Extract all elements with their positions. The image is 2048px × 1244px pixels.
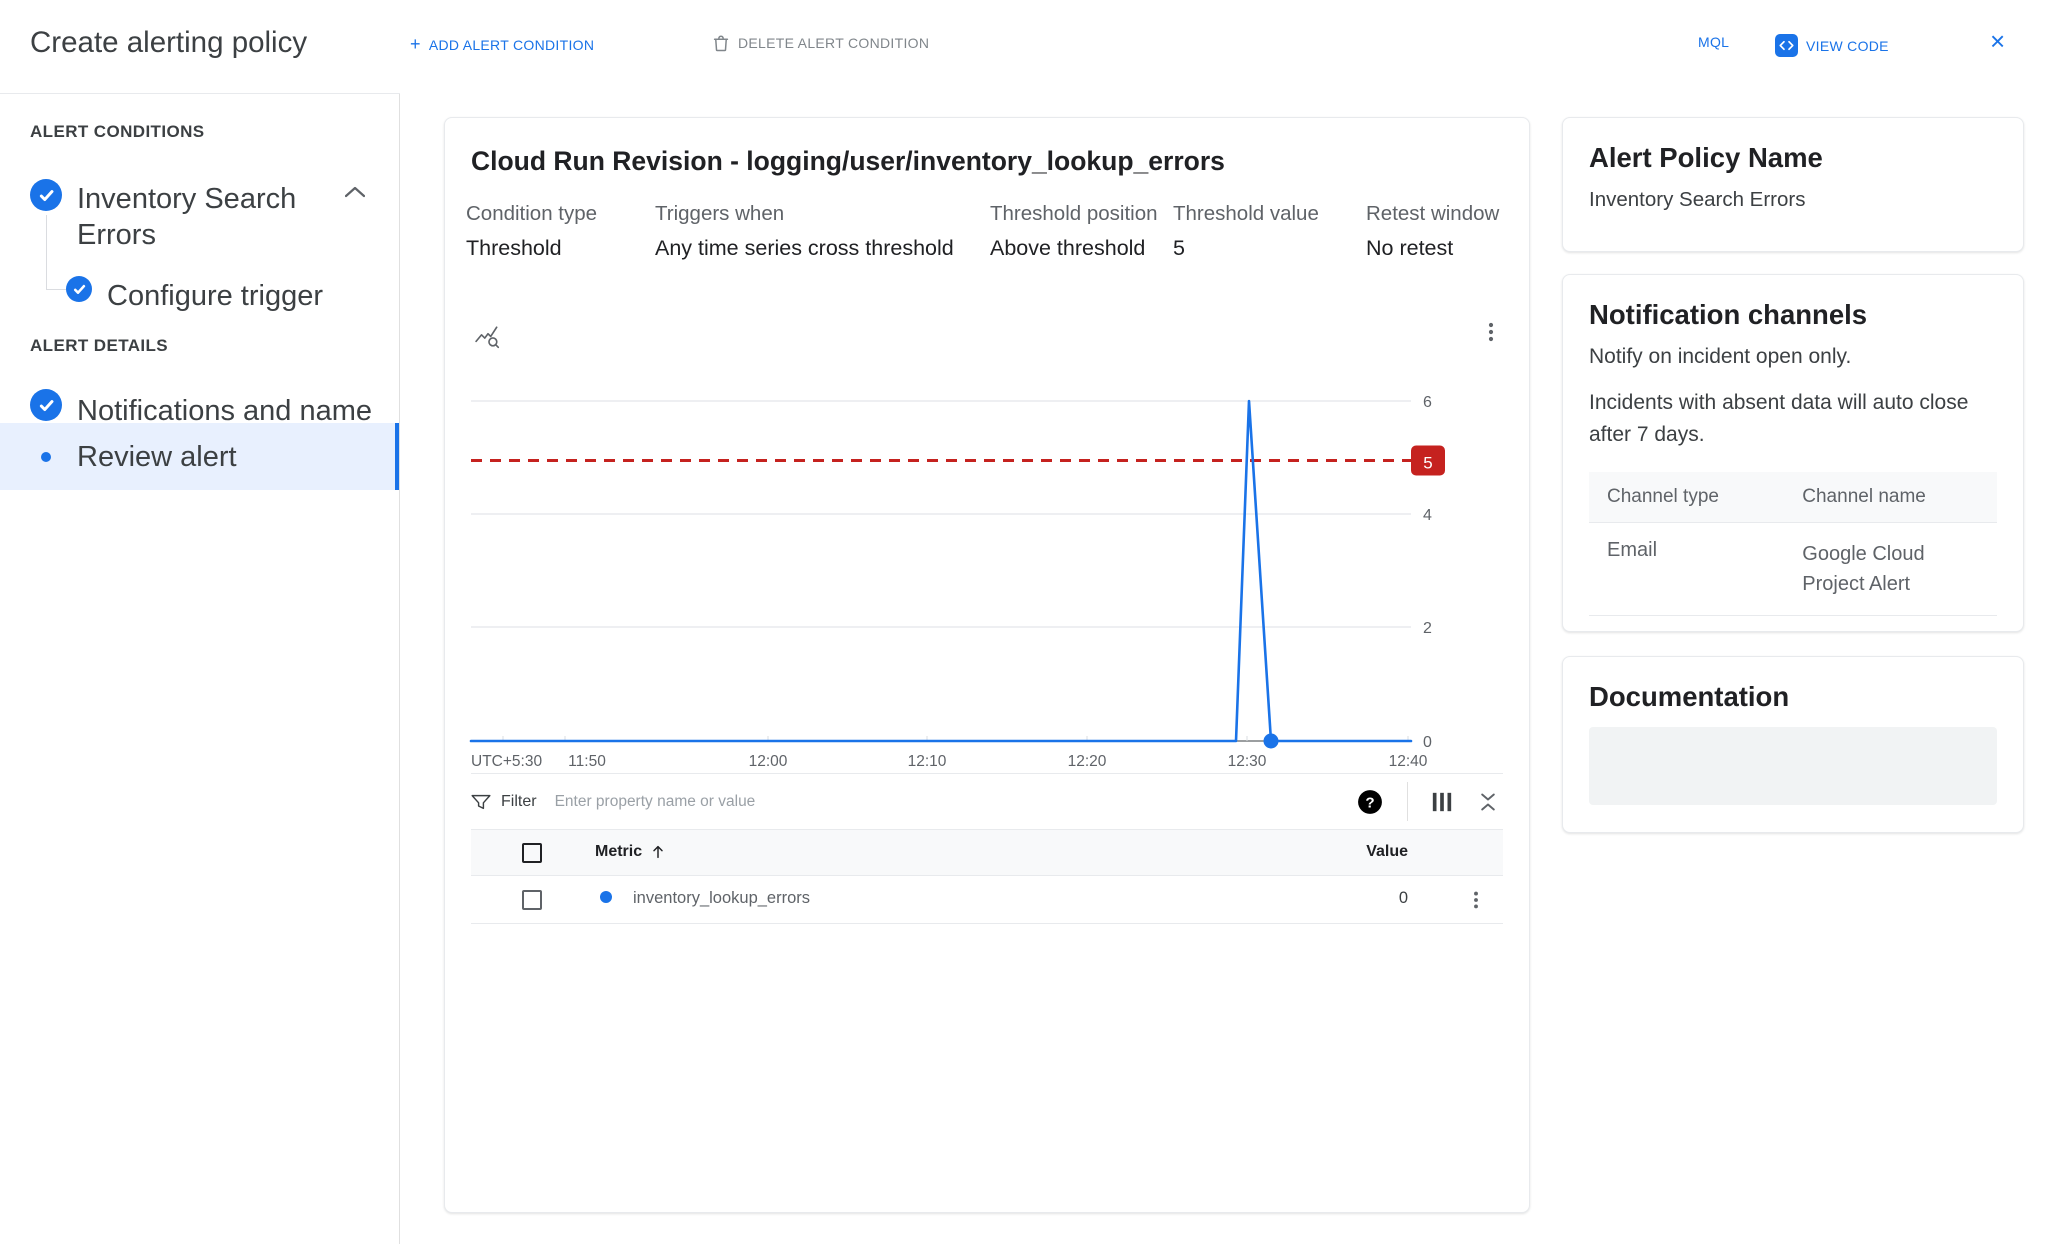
svg-text:4: 4	[1423, 507, 1432, 524]
svg-text:2: 2	[1423, 620, 1432, 637]
svg-text:UTC+5:30: UTC+5:30	[471, 753, 542, 770]
svg-text:12:00: 12:00	[749, 753, 788, 770]
svg-text:12:10: 12:10	[908, 753, 947, 770]
svg-text:12:40: 12:40	[1389, 753, 1428, 770]
svg-text:5: 5	[1423, 454, 1432, 473]
svg-text:?: ?	[1365, 794, 1374, 811]
svg-text:11:50: 11:50	[568, 753, 606, 770]
svg-text:12:20: 12:20	[1068, 753, 1107, 770]
svg-text:0: 0	[1423, 734, 1432, 751]
svg-text:12:30: 12:30	[1228, 753, 1267, 770]
svg-text:6: 6	[1423, 394, 1432, 411]
